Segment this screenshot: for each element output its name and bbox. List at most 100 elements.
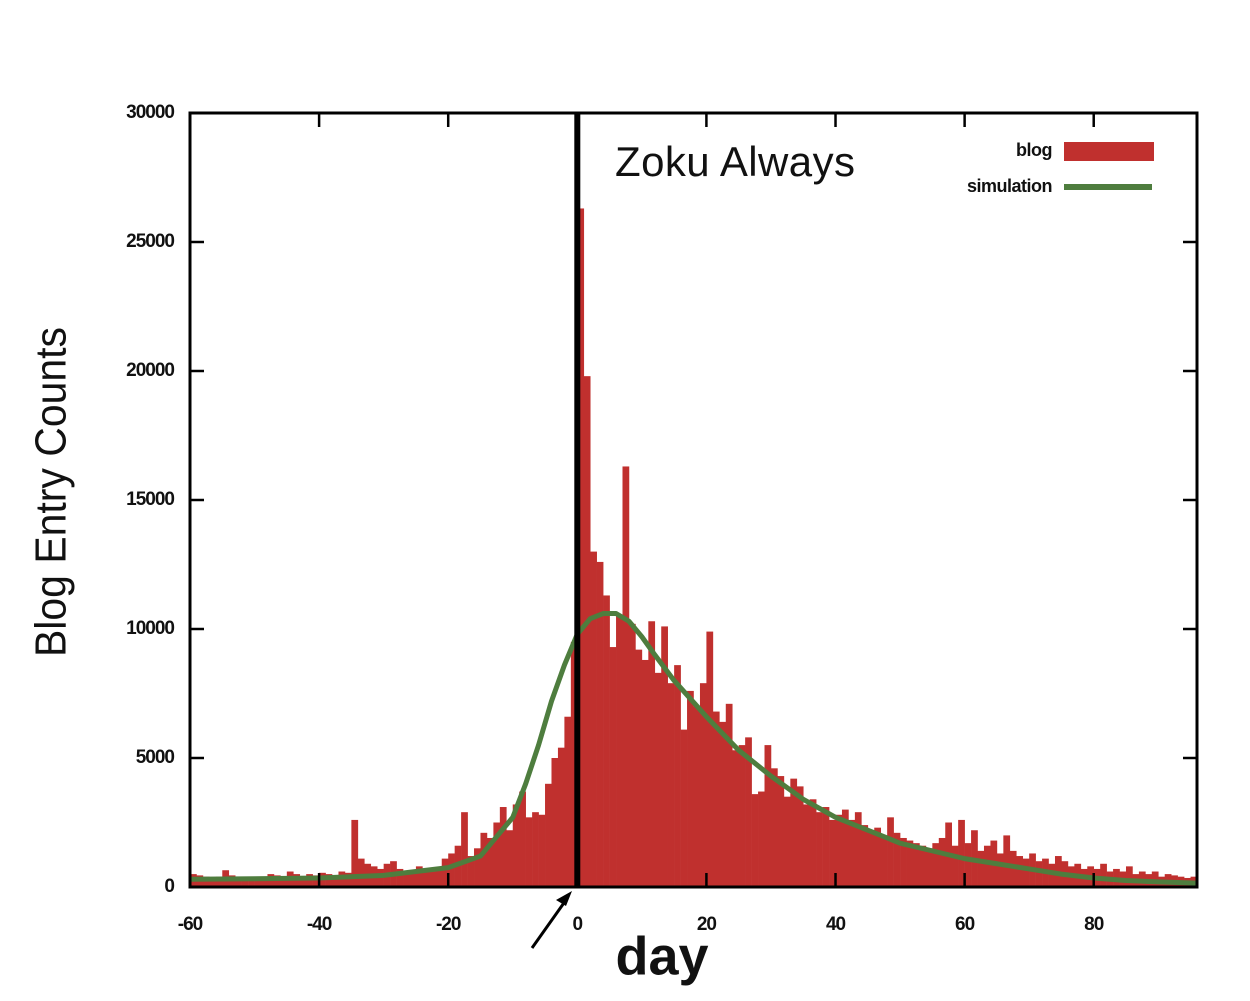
bar <box>280 876 288 887</box>
bar <box>906 840 914 887</box>
bar <box>467 856 475 887</box>
bar <box>512 804 520 887</box>
legend-label: blog <box>1016 140 1052 160</box>
bar <box>654 672 662 887</box>
arrow-head <box>556 891 572 906</box>
bar <box>474 848 481 887</box>
bar <box>551 758 559 887</box>
bar <box>261 877 268 887</box>
bar <box>854 812 862 887</box>
y-tick-label: 0 <box>164 876 174 897</box>
bar <box>409 870 417 887</box>
bar <box>538 814 546 887</box>
bar <box>435 868 443 887</box>
bar <box>893 832 901 887</box>
x-tick-label: -40 <box>307 914 332 935</box>
bar <box>235 876 242 887</box>
y-tick-label: 15000 <box>126 489 174 510</box>
bar <box>570 641 578 887</box>
bar <box>461 812 468 887</box>
bar <box>422 868 430 887</box>
bar <box>486 837 494 887</box>
bar <box>241 877 249 887</box>
bar <box>493 822 501 887</box>
bar <box>312 875 320 887</box>
bar <box>519 791 526 887</box>
bar <box>667 683 675 887</box>
bar <box>983 845 991 887</box>
bar <box>687 690 694 887</box>
bar <box>732 750 739 887</box>
bar <box>900 837 907 887</box>
bar <box>1035 861 1043 887</box>
x-axis-label: day <box>615 926 708 986</box>
bar <box>816 812 823 887</box>
x-tick-label: -20 <box>436 914 461 935</box>
bar <box>777 776 785 887</box>
bar <box>299 876 307 887</box>
bar <box>1100 863 1107 887</box>
bar <box>577 208 585 887</box>
bar <box>751 794 759 887</box>
bar <box>209 877 217 887</box>
bar <box>745 737 752 887</box>
bar <box>332 875 339 887</box>
bar <box>248 877 255 887</box>
bar <box>790 778 798 887</box>
bar <box>1016 856 1024 887</box>
arrow-shaft <box>530 899 568 949</box>
bar <box>674 665 681 887</box>
bar <box>848 819 856 887</box>
bar <box>609 647 617 887</box>
bar <box>829 819 836 887</box>
bar <box>273 875 281 887</box>
bar <box>1003 835 1011 887</box>
bar <box>506 830 514 887</box>
bar <box>822 807 830 887</box>
bar <box>525 817 533 887</box>
bar <box>628 623 636 887</box>
bar <box>603 595 610 887</box>
bar <box>887 817 894 887</box>
bar <box>880 837 888 887</box>
bar <box>215 876 223 887</box>
bar <box>758 791 765 887</box>
bar <box>958 819 965 887</box>
bar <box>557 747 565 887</box>
y-tick-label: 30000 <box>126 102 174 123</box>
bar <box>403 871 410 887</box>
bar <box>719 721 727 887</box>
bar <box>867 830 875 887</box>
bar <box>977 850 985 887</box>
bar <box>441 858 449 887</box>
y-tick-label: 5000 <box>136 747 175 768</box>
bar <box>480 832 488 887</box>
bar <box>428 871 436 887</box>
bar <box>803 804 810 887</box>
x-tick-label: -60 <box>178 914 203 935</box>
bar <box>344 872 352 887</box>
bar <box>545 783 552 887</box>
bar <box>325 874 333 887</box>
bar <box>202 876 210 887</box>
bar <box>415 866 423 887</box>
arrow <box>530 891 572 949</box>
bar <box>912 843 920 887</box>
x-tick-label: 0 <box>573 914 583 935</box>
bar <box>590 551 597 887</box>
bar <box>699 683 707 887</box>
bar <box>254 876 262 887</box>
bar <box>964 843 972 887</box>
bar <box>951 845 959 887</box>
bar <box>1022 858 1030 887</box>
bar <box>1048 863 1056 887</box>
bar <box>874 827 881 887</box>
bar <box>564 716 572 887</box>
bar <box>1125 866 1133 887</box>
annotation: Zoku Always <box>615 138 855 185</box>
legend-swatch <box>1064 142 1154 161</box>
bar <box>641 659 649 887</box>
bar <box>938 837 946 887</box>
bar <box>996 853 1004 887</box>
